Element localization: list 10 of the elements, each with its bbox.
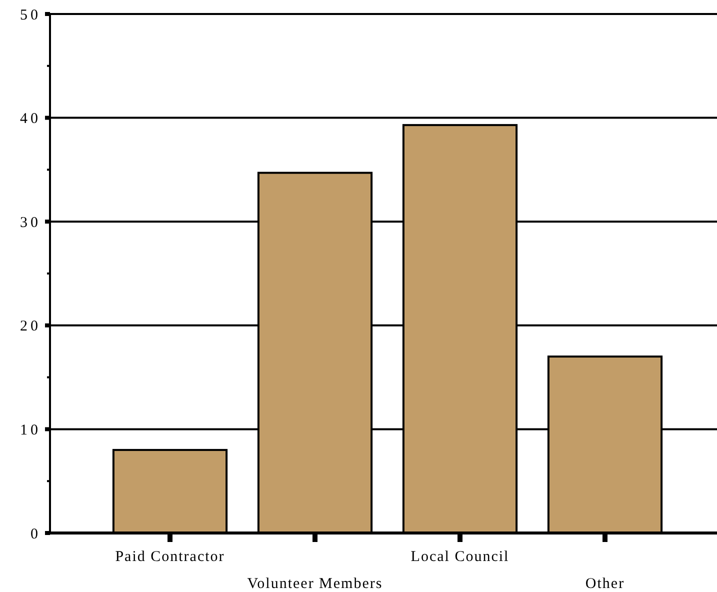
y-tick-label: 40	[20, 111, 41, 128]
y-tick-label: 50	[20, 7, 41, 24]
x-tick-label: Other	[585, 576, 625, 592]
x-tick-label: Volunteer Members	[247, 576, 383, 592]
y-tick-label: 10	[20, 422, 41, 438]
y-tick-label: 30	[20, 214, 41, 231]
x-tick-label: Paid Contractor	[115, 549, 225, 565]
x-tick-label: Local Council	[410, 549, 510, 565]
y-tick-label: 0	[30, 526, 41, 542]
y-tick-label: 20	[20, 318, 41, 335]
